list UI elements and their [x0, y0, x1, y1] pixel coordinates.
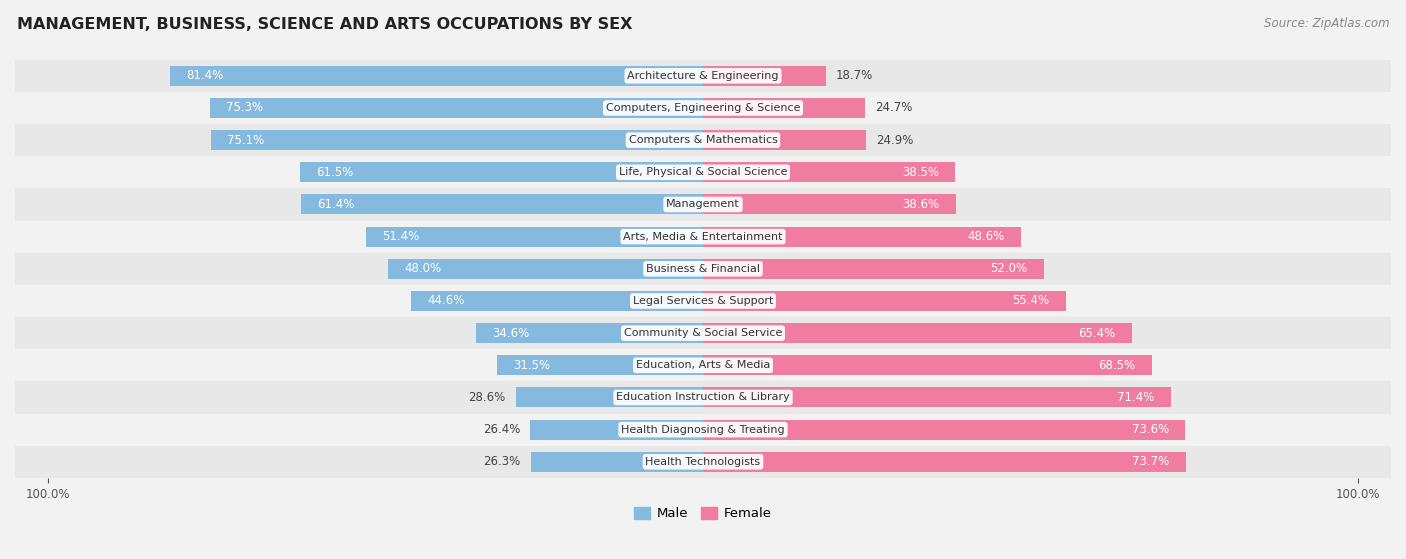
- Text: Computers & Mathematics: Computers & Mathematics: [628, 135, 778, 145]
- Bar: [703, 195, 956, 215]
- Text: 26.3%: 26.3%: [484, 455, 520, 468]
- Bar: [15, 92, 1391, 124]
- Bar: [15, 446, 1391, 478]
- Bar: [15, 124, 1391, 156]
- Bar: [15, 188, 1391, 221]
- Text: Education Instruction & Library: Education Instruction & Library: [616, 392, 790, 402]
- Text: 73.6%: 73.6%: [1132, 423, 1168, 436]
- Text: 51.4%: 51.4%: [382, 230, 420, 243]
- Bar: [703, 420, 1185, 439]
- Bar: [516, 387, 703, 408]
- Bar: [703, 130, 866, 150]
- Bar: [170, 66, 703, 86]
- Text: MANAGEMENT, BUSINESS, SCIENCE AND ARTS OCCUPATIONS BY SEX: MANAGEMENT, BUSINESS, SCIENCE AND ARTS O…: [17, 17, 633, 32]
- Bar: [703, 291, 1066, 311]
- Text: Life, Physical & Social Science: Life, Physical & Social Science: [619, 167, 787, 177]
- Text: 61.5%: 61.5%: [316, 166, 354, 179]
- Text: 48.6%: 48.6%: [967, 230, 1005, 243]
- Bar: [209, 98, 703, 118]
- Text: 55.4%: 55.4%: [1012, 295, 1050, 307]
- Bar: [211, 130, 703, 150]
- Bar: [496, 356, 703, 375]
- Bar: [703, 66, 825, 86]
- Bar: [703, 452, 1185, 472]
- Bar: [703, 323, 1132, 343]
- Text: 65.4%: 65.4%: [1078, 326, 1115, 340]
- Text: 28.6%: 28.6%: [468, 391, 506, 404]
- Text: Business & Financial: Business & Financial: [645, 264, 761, 274]
- Text: Computers, Engineering & Science: Computers, Engineering & Science: [606, 103, 800, 113]
- Text: 38.5%: 38.5%: [901, 166, 939, 179]
- Bar: [703, 259, 1043, 279]
- Bar: [15, 221, 1391, 253]
- Text: 61.4%: 61.4%: [318, 198, 354, 211]
- Text: 34.6%: 34.6%: [492, 326, 530, 340]
- Bar: [366, 226, 703, 247]
- Bar: [15, 285, 1391, 317]
- Text: 26.4%: 26.4%: [482, 423, 520, 436]
- Text: Community & Social Service: Community & Social Service: [624, 328, 782, 338]
- Text: Health Diagnosing & Treating: Health Diagnosing & Treating: [621, 425, 785, 435]
- Bar: [15, 317, 1391, 349]
- Text: 75.3%: 75.3%: [226, 102, 263, 115]
- Bar: [299, 162, 703, 182]
- Bar: [530, 420, 703, 439]
- Bar: [15, 253, 1391, 285]
- Bar: [15, 349, 1391, 381]
- Text: Education, Arts & Media: Education, Arts & Media: [636, 361, 770, 370]
- Text: Health Technologists: Health Technologists: [645, 457, 761, 467]
- Bar: [703, 162, 955, 182]
- Text: 52.0%: 52.0%: [990, 262, 1028, 275]
- Bar: [301, 195, 703, 215]
- Text: 18.7%: 18.7%: [835, 69, 873, 82]
- Text: 24.9%: 24.9%: [876, 134, 914, 146]
- Text: 24.7%: 24.7%: [875, 102, 912, 115]
- Bar: [530, 452, 703, 472]
- Bar: [703, 356, 1152, 375]
- Bar: [388, 259, 703, 279]
- Text: Management: Management: [666, 200, 740, 210]
- Text: Legal Services & Support: Legal Services & Support: [633, 296, 773, 306]
- Bar: [15, 381, 1391, 414]
- Text: Architecture & Engineering: Architecture & Engineering: [627, 71, 779, 81]
- Text: 31.5%: 31.5%: [513, 359, 550, 372]
- Text: Arts, Media & Entertainment: Arts, Media & Entertainment: [623, 231, 783, 241]
- Bar: [411, 291, 703, 311]
- Bar: [703, 226, 1021, 247]
- Bar: [703, 387, 1171, 408]
- Text: 81.4%: 81.4%: [186, 69, 224, 82]
- Legend: Male, Female: Male, Female: [628, 501, 778, 525]
- Text: 68.5%: 68.5%: [1098, 359, 1136, 372]
- Bar: [15, 414, 1391, 446]
- Text: 44.6%: 44.6%: [427, 295, 464, 307]
- Text: 75.1%: 75.1%: [228, 134, 264, 146]
- Bar: [477, 323, 703, 343]
- Text: 38.6%: 38.6%: [903, 198, 939, 211]
- Text: 73.7%: 73.7%: [1132, 455, 1170, 468]
- Text: 71.4%: 71.4%: [1118, 391, 1154, 404]
- Text: 48.0%: 48.0%: [405, 262, 441, 275]
- Text: Source: ZipAtlas.com: Source: ZipAtlas.com: [1264, 17, 1389, 30]
- Bar: [15, 60, 1391, 92]
- Bar: [15, 156, 1391, 188]
- Bar: [703, 98, 865, 118]
